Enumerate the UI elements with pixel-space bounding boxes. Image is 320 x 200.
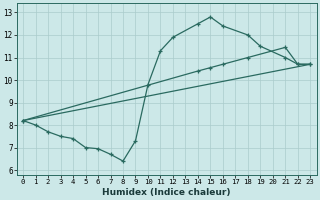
X-axis label: Humidex (Indice chaleur): Humidex (Indice chaleur)	[102, 188, 231, 197]
